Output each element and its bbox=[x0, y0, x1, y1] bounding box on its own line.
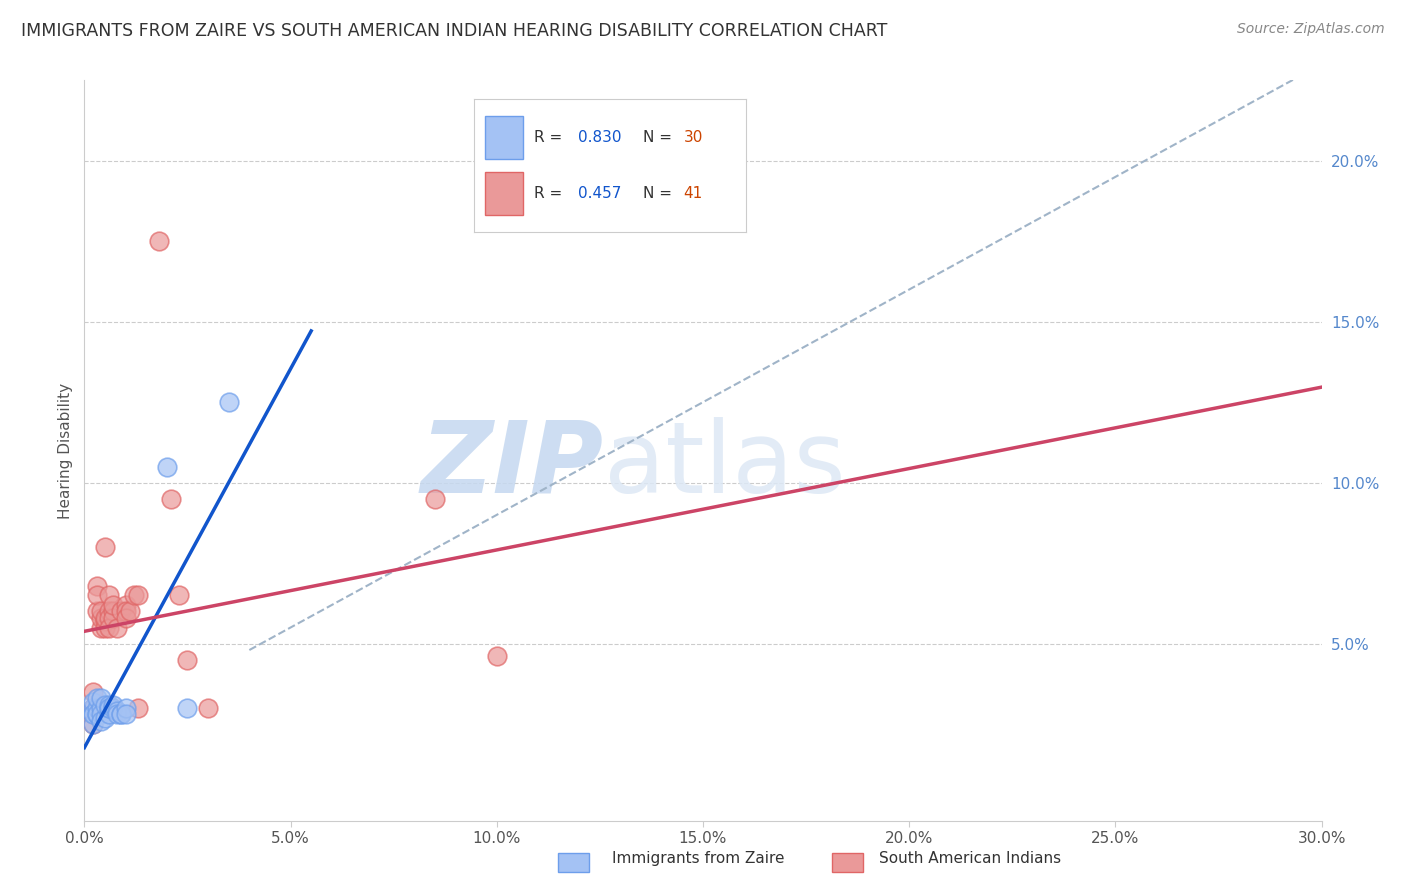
Point bbox=[122, 588, 145, 602]
Text: ZIP: ZIP bbox=[420, 417, 605, 514]
Point bbox=[86, 707, 108, 722]
Point bbox=[86, 707, 108, 722]
Point bbox=[90, 604, 112, 618]
Point bbox=[98, 701, 121, 715]
Point bbox=[94, 540, 117, 554]
Point bbox=[94, 611, 117, 625]
Point bbox=[98, 604, 121, 618]
Point bbox=[86, 579, 108, 593]
Point bbox=[94, 698, 117, 712]
Point bbox=[90, 701, 112, 715]
Point bbox=[114, 701, 136, 715]
Point bbox=[98, 588, 121, 602]
Point bbox=[114, 598, 136, 612]
Point bbox=[197, 701, 219, 715]
Point bbox=[110, 604, 132, 618]
Point bbox=[103, 698, 125, 712]
Point bbox=[167, 588, 190, 602]
Point bbox=[82, 707, 104, 722]
Text: Source: ZipAtlas.com: Source: ZipAtlas.com bbox=[1237, 22, 1385, 37]
Point bbox=[98, 701, 121, 715]
Y-axis label: Hearing Disability: Hearing Disability bbox=[58, 383, 73, 518]
Point bbox=[82, 694, 104, 708]
Point bbox=[86, 588, 108, 602]
Point bbox=[98, 620, 121, 634]
Point bbox=[86, 604, 108, 618]
Point bbox=[110, 707, 132, 722]
Point bbox=[94, 620, 117, 634]
Point bbox=[82, 707, 104, 722]
Point bbox=[86, 701, 108, 715]
Point bbox=[103, 604, 125, 618]
Point bbox=[114, 707, 136, 722]
Point bbox=[94, 701, 117, 715]
Point bbox=[103, 701, 125, 715]
Point bbox=[485, 649, 508, 664]
Point bbox=[156, 459, 179, 474]
Point bbox=[114, 604, 136, 618]
Point bbox=[90, 611, 112, 625]
Point bbox=[94, 614, 117, 628]
Point bbox=[110, 707, 132, 722]
Point bbox=[90, 714, 112, 728]
Text: IMMIGRANTS FROM ZAIRE VS SOUTH AMERICAN INDIAN HEARING DISABILITY CORRELATION CH: IMMIGRANTS FROM ZAIRE VS SOUTH AMERICAN … bbox=[21, 22, 887, 40]
Point bbox=[82, 701, 104, 715]
Point bbox=[160, 491, 183, 506]
Point bbox=[98, 611, 121, 625]
Point bbox=[103, 598, 125, 612]
Point bbox=[105, 620, 128, 634]
Point bbox=[82, 717, 104, 731]
Point bbox=[90, 620, 112, 634]
Point bbox=[82, 701, 104, 715]
Text: Immigrants from Zaire: Immigrants from Zaire bbox=[612, 851, 785, 865]
Point bbox=[90, 691, 112, 706]
Point bbox=[176, 653, 198, 667]
Point bbox=[82, 707, 104, 722]
Point bbox=[82, 707, 104, 722]
Point bbox=[86, 707, 108, 722]
Point bbox=[82, 701, 104, 715]
Point bbox=[90, 707, 112, 722]
Point bbox=[82, 685, 104, 699]
Point bbox=[114, 611, 136, 625]
Point bbox=[127, 588, 149, 602]
Point bbox=[98, 698, 121, 712]
Point bbox=[105, 707, 128, 722]
Point bbox=[148, 234, 170, 248]
Point bbox=[103, 611, 125, 625]
Point bbox=[118, 604, 141, 618]
Text: atlas: atlas bbox=[605, 417, 845, 514]
Point bbox=[98, 707, 121, 722]
Point bbox=[423, 491, 446, 506]
Point bbox=[82, 717, 104, 731]
Point bbox=[94, 711, 117, 725]
Point bbox=[127, 701, 149, 715]
Point bbox=[105, 704, 128, 718]
Text: South American Indians: South American Indians bbox=[879, 851, 1062, 865]
Point bbox=[86, 691, 108, 706]
Point bbox=[218, 395, 240, 409]
Point bbox=[176, 701, 198, 715]
